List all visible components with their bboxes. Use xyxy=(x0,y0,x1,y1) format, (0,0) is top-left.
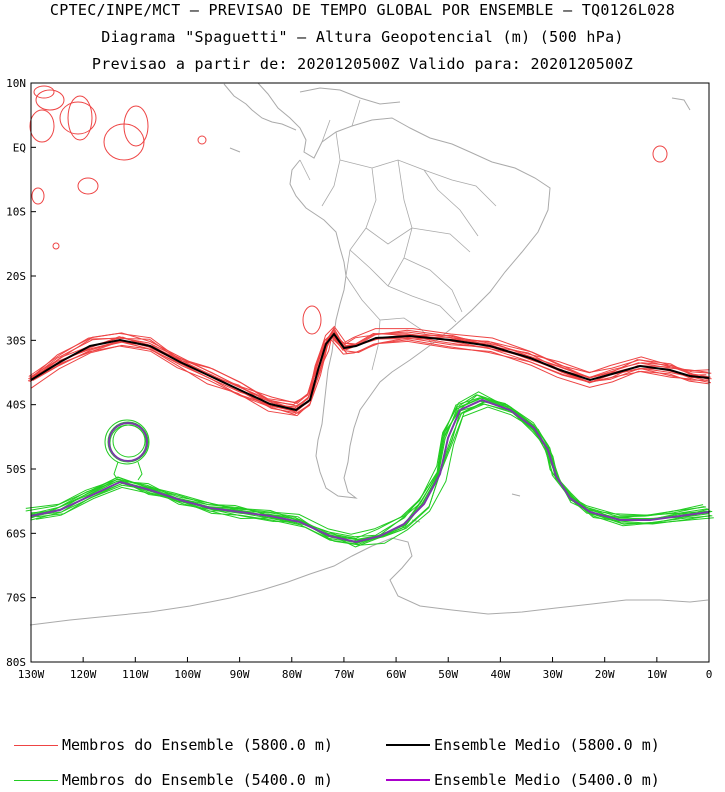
x-tick-label: 80W xyxy=(282,668,302,681)
x-tick-label: 130W xyxy=(18,668,45,681)
x-tick-label: 60W xyxy=(386,668,406,681)
y-tick-label: 50S xyxy=(6,463,26,476)
antarctic-islands xyxy=(229,97,691,523)
y-tick-label: EQ xyxy=(13,141,26,154)
legend-label-mean-5400: Ensemble Medio (5400.0 m) xyxy=(434,771,660,789)
y-tick-label: 40S xyxy=(6,399,26,412)
legend-swatch-members-5400 xyxy=(14,779,58,781)
y-tick-label: 20S xyxy=(6,270,26,283)
legend-members-5800: Membros do Ensemble (5800.0 m) xyxy=(14,733,333,757)
member-contour-5800 xyxy=(32,325,712,403)
legend-label-members-5800: Membros do Ensemble (5800.0 m) xyxy=(62,736,333,754)
south-america-coastline xyxy=(257,82,551,499)
title-line-1: CPTEC/INPE/MCT – PREVISAO DE TEMPO GLOBA… xyxy=(49,1,676,19)
x-tick-label: 100W xyxy=(174,668,201,681)
y-tick-label: 30S xyxy=(6,334,26,347)
ensemble-members-5400 xyxy=(25,391,714,548)
y-tick-label: 80S xyxy=(6,656,26,669)
x-tick-label: 70W xyxy=(334,668,354,681)
plot-frame xyxy=(30,82,710,663)
member-contour-5800 xyxy=(29,336,707,415)
central-america-coastline xyxy=(223,83,297,131)
y-axis: 10N EQ 10S 20S 30S 40S 50S 60S 70S 80S xyxy=(6,77,36,669)
y-tick-label: 60S xyxy=(6,527,26,540)
legend-members-5400: Membros do Ensemble (5400.0 m) xyxy=(14,768,333,792)
x-tick-label: 10W xyxy=(647,668,667,681)
ensemble-mean-5400 xyxy=(30,398,710,544)
x-tick-label: 20W xyxy=(595,668,615,681)
red-closed-contours xyxy=(29,85,668,335)
member-contour-5800 xyxy=(30,338,711,417)
x-tick-label: 40W xyxy=(490,668,510,681)
mean-5400-cutoff xyxy=(108,422,148,462)
caribbean-coastline xyxy=(299,87,401,105)
legend-swatch-mean-5400 xyxy=(386,779,430,781)
legend-label-mean-5800: Ensemble Medio (5800.0 m) xyxy=(434,736,660,754)
y-tick-label: 10N xyxy=(6,77,26,90)
x-tick-label: 0 xyxy=(706,668,713,681)
x-tick-label: 90W xyxy=(230,668,250,681)
x-axis: 130W 120W 110W 100W 90W 80W 70W 60W 50W 40W 30W 20W… xyxy=(18,657,713,681)
y-tick-label: 10S xyxy=(6,206,26,219)
ensemble-mean-5800 xyxy=(30,332,710,412)
antarctica-coastline xyxy=(29,537,709,626)
member-contour-5800 xyxy=(28,327,710,404)
y-tick-label: 70S xyxy=(6,592,26,605)
legend-swatch-members-5800 xyxy=(14,744,58,746)
legend-row-2: Membros do Ensemble (5400.0 m) Ensemble … xyxy=(0,768,725,792)
title-line-3: Previsao a partir de: 2020120500Z Valido… xyxy=(91,55,634,73)
member-contour-5400 xyxy=(25,391,705,535)
coastlines xyxy=(29,82,709,626)
x-tick-label: 50W xyxy=(438,668,458,681)
legend-swatch-mean-5800 xyxy=(386,744,430,746)
x-tick-label: 30W xyxy=(543,668,563,681)
x-tick-label: 120W xyxy=(70,668,97,681)
x-tick-label: 110W xyxy=(122,668,149,681)
legend-mean-5800: Ensemble Medio (5800.0 m) xyxy=(386,733,660,757)
legend-row-1: Membros do Ensemble (5800.0 m) Ensemble … xyxy=(0,733,725,757)
title-line-2: Diagrama "Spaguetti" – Altura Geopotenci… xyxy=(101,28,624,46)
country-borders xyxy=(299,99,497,371)
legend-mean-5400: Ensemble Medio (5400.0 m) xyxy=(386,768,660,792)
member-contour-5800 xyxy=(32,332,711,408)
legend-label-members-5400: Membros do Ensemble (5400.0 m) xyxy=(62,771,333,789)
